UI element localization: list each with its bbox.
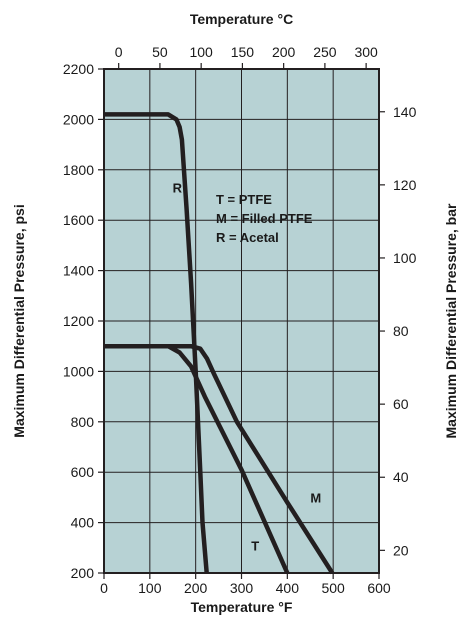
legend-entry-2: R = Acetal bbox=[216, 230, 279, 245]
x-top-tick-label-150: 150 bbox=[231, 44, 255, 60]
x-bottom-tick-label-400: 400 bbox=[276, 580, 300, 596]
x-top-tick-label-250: 250 bbox=[313, 44, 337, 60]
y-left-axis-title: Maximum Differential Pressure, psi bbox=[11, 204, 27, 437]
y-right-tick-label-60: 60 bbox=[393, 396, 409, 412]
legend-entry-1: M = Filled PTFE bbox=[216, 211, 313, 226]
y-left-tick-label-400: 400 bbox=[71, 515, 95, 531]
y-left-tick-label-800: 800 bbox=[71, 414, 95, 430]
y-right-tick-label-120: 120 bbox=[393, 177, 417, 193]
series-line-R bbox=[104, 112, 209, 574]
y-right-tick-label-80: 80 bbox=[393, 323, 409, 339]
label-layer: 0 100 200 300 400 500 600 0 50 100 150 200 250 300 200… bbox=[11, 11, 459, 615]
series-line-M bbox=[104, 343, 335, 575]
y-left-tick-label-600: 600 bbox=[71, 464, 95, 480]
y-left-tick-label-200: 200 bbox=[71, 565, 95, 581]
tick-layer bbox=[98, 63, 385, 579]
x-top-tick-label-100: 100 bbox=[189, 44, 213, 60]
grid-lines bbox=[104, 69, 379, 573]
x-top-tick-label-50: 50 bbox=[152, 44, 168, 60]
y-left-tick-label-2200: 2200 bbox=[63, 61, 94, 77]
y-left-tick-label-1000: 1000 bbox=[63, 363, 94, 379]
y-left-tick-label-1400: 1400 bbox=[63, 263, 94, 279]
y-left-tick-label-1600: 1600 bbox=[63, 212, 94, 228]
y-left-tick-label-2000: 2000 bbox=[63, 111, 94, 127]
series-line-T bbox=[104, 343, 290, 574]
series-layer bbox=[104, 112, 335, 575]
x-top-tick-label-200: 200 bbox=[272, 44, 296, 60]
x-bottom-tick-label-300: 300 bbox=[230, 580, 254, 596]
x-bottom-tick-label-500: 500 bbox=[321, 580, 345, 596]
y-left-tick-label-1200: 1200 bbox=[63, 313, 94, 329]
x-top-axis-title: Temperature °C bbox=[190, 11, 293, 27]
x-top-tick-label-0: 0 bbox=[115, 44, 123, 60]
series-label-M: M bbox=[310, 490, 321, 505]
y-right-tick-label-20: 20 bbox=[393, 542, 409, 558]
legend-entry-0: T = PTFE bbox=[216, 192, 272, 207]
y-right-tick-label-40: 40 bbox=[393, 469, 409, 485]
x-bottom-tick-label-600: 600 bbox=[367, 580, 391, 596]
x-bottom-tick-label-0: 0 bbox=[100, 580, 108, 596]
y-left-tick-label-1800: 1800 bbox=[63, 162, 94, 178]
x-bottom-tick-label-200: 200 bbox=[184, 580, 208, 596]
y-right-axis-title: Maximum Differential Pressure, bar bbox=[443, 203, 459, 439]
x-top-tick-label-300: 300 bbox=[354, 44, 378, 60]
series-label-R: R bbox=[173, 180, 183, 195]
x-bottom-axis-title: Temperature °F bbox=[191, 599, 293, 615]
y-right-tick-label-140: 140 bbox=[393, 104, 417, 120]
series-label-T: T bbox=[251, 538, 259, 553]
y-right-tick-label-100: 100 bbox=[393, 250, 417, 266]
x-bottom-tick-label-100: 100 bbox=[138, 580, 162, 596]
